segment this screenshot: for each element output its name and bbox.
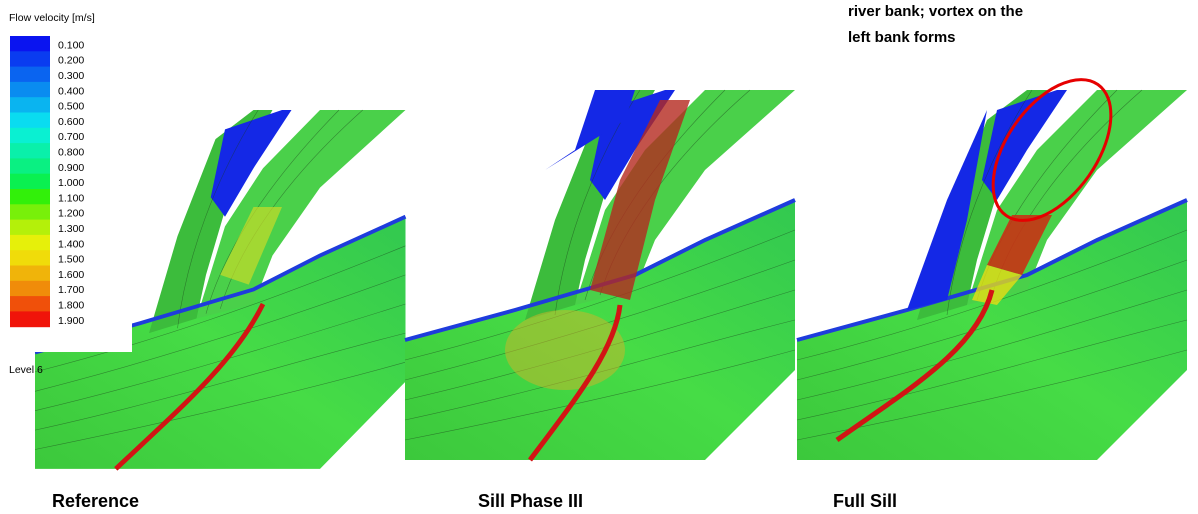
panel-caption: Full Sill (833, 491, 897, 511)
legend-swatch (10, 234, 50, 251)
panel-sill-phase-iii (403, 88, 797, 462)
legend-label: 1.700 (58, 284, 84, 296)
legend-swatch (10, 36, 50, 52)
legend-swatch (10, 51, 50, 68)
legend-label: 0.400 (58, 85, 84, 97)
legend-swatch (10, 219, 50, 236)
legend-label: 0.800 (58, 147, 84, 159)
legend-label: 0.200 (58, 55, 84, 67)
legend-label: 1.300 (58, 223, 84, 235)
legend-swatch (10, 97, 50, 113)
annotation: left bank forms (848, 29, 956, 46)
legend-swatch (10, 204, 50, 221)
legend-label: 1.200 (58, 208, 84, 220)
panel-caption: Reference (52, 491, 139, 511)
panel-full-sill (795, 78, 1189, 462)
legend-label: 1.000 (58, 177, 84, 189)
legend-swatch (10, 173, 50, 190)
legend-swatch (10, 280, 50, 297)
legend-swatch (10, 250, 50, 266)
legend-label: 1.100 (58, 192, 84, 204)
legend-footer: Level 6 (9, 364, 43, 376)
legend-swatch (10, 158, 50, 175)
panel-reference (33, 108, 408, 471)
legend-swatch (10, 311, 50, 328)
legend-label: 1.600 (58, 269, 84, 281)
legend-label: 0.300 (58, 70, 84, 82)
annotation: river bank; vortex on the (848, 3, 1023, 20)
legend-label: 0.900 (58, 162, 84, 174)
legend-label: 0.500 (58, 101, 84, 113)
legend-swatch (10, 296, 50, 312)
legend-label: 1.500 (58, 254, 84, 266)
legend-swatch (10, 265, 50, 282)
legend-swatch (10, 112, 50, 129)
legend-title: Flow velocity [m/s] (9, 12, 95, 24)
legend-swatch (10, 127, 50, 144)
legend-swatch (10, 66, 50, 83)
legend-label: 1.400 (58, 238, 84, 250)
legend-swatch (10, 189, 50, 205)
legend-label: 0.100 (58, 39, 84, 51)
legend-label: 1.900 (58, 315, 84, 327)
legend-swatch (10, 143, 50, 159)
legend-swatch (10, 81, 50, 98)
legend-label: 0.700 (58, 131, 84, 143)
legend-label: 1.800 (58, 300, 84, 312)
legend-label: 0.600 (58, 116, 84, 128)
panel-caption: Sill Phase III (478, 491, 583, 511)
